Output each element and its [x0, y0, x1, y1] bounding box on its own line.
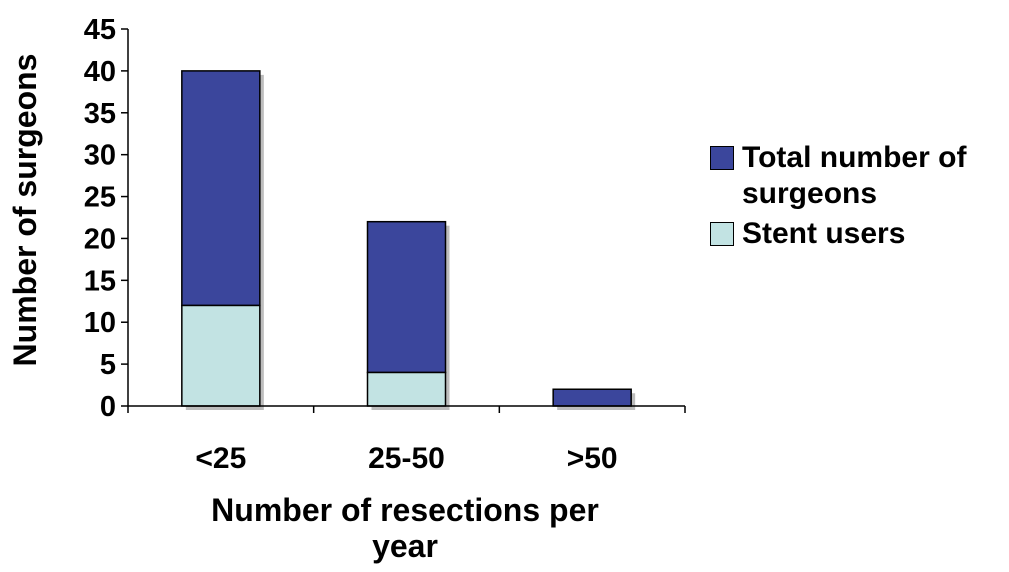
legend-label-total: Total number of surgeons [742, 141, 967, 210]
legend-label-stent: Stent users [742, 217, 906, 250]
bar-stent-25to50 [366, 371, 447, 407]
x-tick-label-gt50: >50 [567, 442, 618, 475]
y-tick-label-0: 0 [100, 391, 116, 423]
y-tick-label-10: 10 [84, 307, 116, 339]
legend-swatch-stent [710, 222, 734, 246]
bar-total-25to50 [366, 220, 447, 374]
y-tick-label-5: 5 [100, 349, 116, 381]
y-tick-label-25: 25 [84, 182, 116, 214]
y-tick-label-45: 45 [84, 14, 116, 46]
y-tick-label-20: 20 [84, 223, 116, 255]
y-tick-label-15: 15 [84, 265, 116, 297]
x-tick-label-25to50: 25-50 [368, 442, 445, 475]
y-tick-label-30: 30 [84, 140, 116, 172]
x-tick-label-lt25: <25 [195, 442, 246, 475]
bar-total-lt25 [181, 70, 261, 307]
legend-swatch-total [710, 146, 734, 170]
legend: Total number of surgeons Stent users [710, 140, 1009, 256]
y-axis-label: Number of surgeons [7, 54, 43, 367]
y-tick-label-35: 35 [84, 98, 116, 130]
bar-stent-lt25 [181, 304, 261, 407]
legend-item-total: Total number of surgeons [710, 140, 1009, 212]
y-tick-label-40: 40 [84, 56, 116, 88]
bar-total-gt50 [552, 388, 632, 407]
x-axis-label: Number of resections per year [211, 492, 599, 564]
legend-item-stent: Stent users [710, 216, 1009, 252]
